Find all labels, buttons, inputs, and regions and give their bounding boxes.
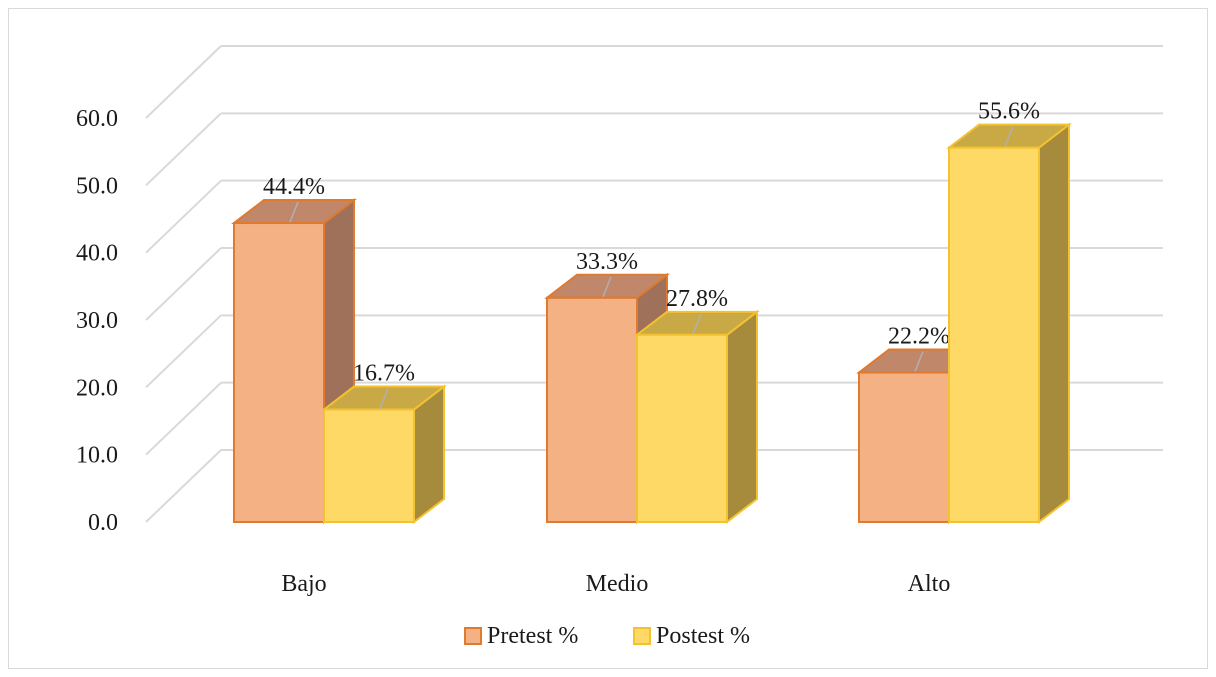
category-label-alto: Alto (908, 571, 951, 597)
y-tick-label: 60.0 (76, 106, 118, 132)
bar-side-postest-alto (1038, 122, 1070, 525)
y-tick-label: 40.0 (76, 241, 118, 267)
data-label-leader (914, 351, 924, 372)
bar-postest-medio (636, 333, 728, 523)
category-label-bajo: Bajo (281, 571, 326, 597)
legend-label-postest: Postest % (656, 623, 750, 649)
bar-postest-alto (948, 146, 1040, 523)
y-tick-label: 30.0 (76, 308, 118, 334)
data-label: 44.4% (263, 174, 325, 200)
y-tick-label: 50.0 (76, 173, 118, 199)
bar-side-postest-medio (726, 309, 758, 525)
data-label-leader (289, 201, 299, 223)
data-label: 27.8% (666, 286, 728, 312)
data-label-leader (692, 313, 702, 335)
data-label: 22.2% (888, 324, 950, 350)
gridline-diagonal (145, 179, 222, 254)
bar-postest-bajo (323, 408, 415, 524)
data-label-leader (602, 276, 612, 298)
data-label-leader (379, 388, 389, 409)
legend-label-pretest: Pretest % (487, 623, 578, 649)
category-label-medio: Medio (586, 571, 649, 597)
legend-swatch-pretest (464, 627, 482, 645)
data-label: 33.3% (576, 249, 638, 275)
data-label: 16.7% (353, 361, 415, 387)
gridline-diagonal (145, 381, 222, 456)
gridline-diagonal (145, 112, 222, 187)
bar-pretest-medio (546, 296, 638, 523)
gridline-diagonal (145, 45, 222, 119)
data-label-leader (1004, 126, 1014, 147)
data-label: 55.6% (978, 99, 1040, 125)
bar-pretest-bajo (233, 222, 325, 523)
y-tick-label: 20.0 (76, 375, 118, 401)
gridline-diagonal (145, 449, 222, 523)
gridline-diagonal (145, 314, 222, 389)
legend-swatch-postest (633, 627, 651, 645)
gridline-diagonal (145, 247, 222, 321)
y-tick-label: 0.0 (88, 510, 118, 536)
y-tick-label: 10.0 (76, 443, 118, 469)
bar-pretest-alto (858, 371, 950, 523)
